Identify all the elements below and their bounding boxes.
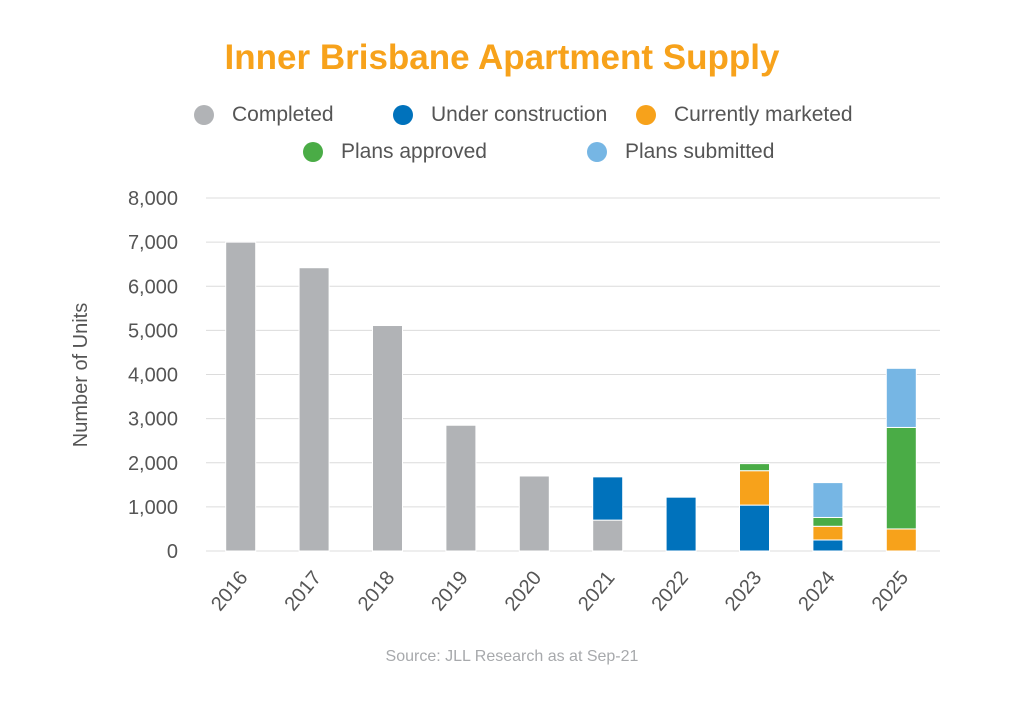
bars (225, 241, 917, 552)
legend-swatch-plans-approved (303, 142, 323, 162)
legend-label-currently-marketed: Currently marketed (674, 103, 853, 126)
legend-item-plans-submitted: Plans submitted (587, 137, 774, 167)
y-tick-label: 6,000 (128, 276, 178, 298)
bar-completed-2017 (298, 267, 330, 552)
x-axis-ticks: 2016 2017 2018 2019 2020 2021 2022 2023 2024 2025 (207, 567, 913, 615)
bar-plans-submitted-2025 (885, 367, 917, 428)
legend-item-plans-approved: Plans approved (303, 137, 487, 167)
bar-completed-2016 (225, 241, 257, 552)
legend-swatch-under-construction (393, 105, 413, 125)
bar-under-construction-2022 (665, 496, 697, 552)
legend-item-under-construction: Under construction (393, 100, 607, 130)
y-tick-label: 2,000 (128, 453, 178, 475)
legend-label-under-construction: Under construction (431, 103, 608, 126)
y-tick-label: 7,000 (128, 232, 178, 254)
legend-label-completed: Completed (232, 103, 334, 126)
bar-under-construction-2021 (592, 476, 624, 521)
legend-swatch-plans-submitted (587, 142, 607, 162)
legend-item-completed: Completed (194, 100, 334, 130)
bar-plans-approved-2025 (885, 426, 917, 530)
bar-completed-2019 (445, 424, 477, 552)
y-tick-label: 0 (167, 541, 178, 563)
source-note: Source: JLL Research as at Sep-21 (385, 648, 639, 665)
bar-plans-approved-2024 (812, 516, 844, 527)
x-tick-label: 2021 (574, 567, 619, 615)
y-tick-label: 5,000 (128, 320, 178, 342)
x-tick-label: 2024 (794, 567, 839, 615)
legend-swatch-currently-marketed (636, 105, 656, 125)
y-axis-ticks: 0 1,000 2,000 3,000 4,000 5,000 6,000 7,000 8,00… (128, 188, 178, 563)
bar-under-construction-2024 (812, 539, 844, 552)
bar-completed-2021 (592, 519, 624, 552)
x-tick-label: 2016 (207, 567, 252, 615)
x-tick-label: 2020 (501, 567, 546, 615)
y-tick-label: 1,000 (128, 497, 178, 519)
legend-swatch-completed (194, 105, 214, 125)
legend-label-plans-submitted: Plans submitted (625, 140, 775, 163)
y-axis-label: Number of Units (70, 303, 92, 448)
x-tick-label: 2023 (721, 567, 766, 615)
bar-currently-marketed-2025 (885, 528, 917, 552)
y-tick-label: 4,000 (128, 365, 178, 387)
x-tick-label: 2025 (868, 567, 913, 615)
y-tick-label: 3,000 (128, 409, 178, 431)
bar-completed-2020 (518, 475, 550, 552)
y-tick-label: 8,000 (128, 188, 178, 210)
legend-row-1: Completed Under construction Currently m… (0, 100, 1024, 130)
x-tick-label: 2019 (427, 567, 472, 615)
x-tick-label: 2018 (354, 567, 399, 615)
chart-title: Inner Brisbane Apartment Supply (224, 38, 780, 77)
bar-plans-submitted-2024 (812, 482, 844, 518)
x-tick-label: 2017 (280, 567, 325, 615)
legend-label-plans-approved: Plans approved (341, 140, 487, 163)
bar-under-construction-2023 (739, 504, 770, 552)
bar-currently-marketed-2024 (812, 525, 844, 541)
x-tick-label: 2022 (647, 567, 692, 615)
legend-row-2: Plans approved Plans submitted (0, 137, 1024, 167)
legend-item-currently-marketed: Currently marketed (636, 100, 853, 130)
bar-completed-2018 (372, 325, 403, 552)
bar-plans-approved-2023 (739, 463, 770, 472)
bar-currently-marketed-2023 (739, 470, 770, 506)
